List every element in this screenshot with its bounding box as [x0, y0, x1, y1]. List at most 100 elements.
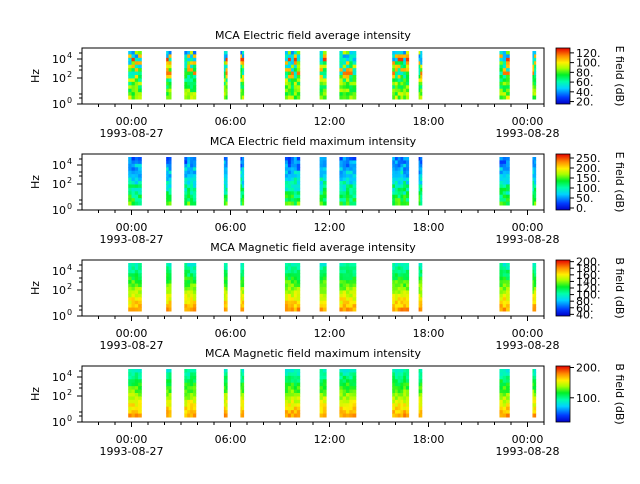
data-cell — [138, 184, 142, 189]
data-cell — [532, 191, 535, 196]
data-cell — [322, 263, 327, 267]
data-cell — [532, 184, 535, 189]
data-cell — [138, 71, 142, 76]
data-cell — [394, 386, 399, 391]
data-cell — [284, 198, 289, 203]
data-cell — [240, 280, 243, 285]
data-cell — [192, 194, 197, 199]
data-cell — [346, 61, 350, 66]
data-cell — [284, 81, 289, 86]
data-cell — [499, 201, 504, 206]
data-cell — [397, 54, 401, 59]
data-cell — [392, 263, 396, 267]
data-cell — [184, 184, 188, 189]
data-cell — [287, 181, 292, 185]
data-cell — [242, 372, 245, 377]
data-cell — [397, 300, 401, 305]
data-cell — [134, 54, 139, 59]
data-cell — [192, 410, 197, 415]
data-cell — [187, 75, 191, 79]
data-cell — [534, 269, 537, 274]
data-cell — [397, 386, 401, 391]
data-cell — [394, 95, 399, 100]
data-cell — [322, 399, 327, 404]
data-cell — [242, 198, 245, 203]
data-cell — [131, 68, 136, 73]
data-cell — [405, 57, 410, 62]
data-cell — [534, 276, 537, 281]
data-cell — [342, 88, 347, 93]
data-cell — [168, 184, 172, 189]
data-cell — [392, 64, 396, 69]
data-cell — [287, 287, 292, 291]
data-cell — [296, 386, 301, 391]
data-cell — [506, 379, 510, 384]
data-cell — [223, 184, 226, 189]
plot-frame — [81, 47, 545, 105]
data-cell — [293, 410, 298, 415]
data-cell — [187, 266, 191, 271]
colorbar-frame — [555, 47, 571, 105]
data-cell — [166, 290, 170, 295]
data-cell — [131, 61, 136, 66]
data-cell — [168, 263, 172, 267]
data-cell — [352, 269, 357, 274]
data-cell — [166, 307, 170, 312]
data-cell — [131, 92, 136, 97]
data-cell — [134, 64, 139, 69]
data-cell — [168, 369, 172, 373]
data-cell — [293, 54, 298, 59]
data-cell — [290, 396, 295, 401]
x-tick-date: 1993-08-28 — [496, 233, 560, 246]
data-cell — [506, 266, 510, 271]
x-tick-time: 06:00 — [215, 221, 247, 234]
y-tick-base: 10 — [52, 204, 66, 217]
data-cell — [349, 276, 353, 281]
data-cell — [349, 287, 353, 291]
data-cell — [293, 280, 298, 285]
data-cell — [319, 174, 324, 179]
data-cell — [397, 81, 401, 86]
data-cell — [405, 379, 410, 384]
data-cell — [284, 396, 289, 401]
data-cell — [322, 393, 327, 397]
data-cell — [223, 369, 226, 373]
data-cell — [138, 88, 142, 93]
data-cell — [502, 379, 507, 384]
data-block — [532, 369, 537, 418]
data-cell — [223, 78, 226, 83]
data-cell — [400, 276, 404, 281]
data-cell — [240, 382, 243, 387]
data-cell — [131, 283, 136, 288]
data-cell — [242, 157, 245, 161]
data-cell — [296, 170, 301, 175]
data-cell — [293, 88, 298, 93]
data-cell — [420, 372, 423, 377]
data-cell — [138, 406, 142, 411]
data-cell — [166, 78, 170, 83]
data-cell — [184, 386, 188, 391]
data-cell — [339, 177, 344, 182]
data-cell — [223, 379, 226, 384]
data-cell — [187, 276, 191, 281]
data-cell — [184, 410, 188, 415]
data-cell — [168, 68, 172, 73]
data-cell — [184, 276, 188, 281]
data-block — [339, 263, 357, 312]
data-cell — [131, 88, 136, 93]
data-cell — [499, 64, 504, 69]
data-cell — [190, 170, 194, 175]
data-cell — [394, 160, 399, 165]
data-cell — [346, 406, 350, 411]
data-cell — [342, 64, 347, 69]
data-cell — [420, 71, 423, 76]
data-cell — [405, 174, 410, 179]
data-cell — [128, 181, 132, 185]
data-cell — [319, 403, 324, 408]
data-cell — [223, 157, 226, 161]
data-cell — [405, 170, 410, 175]
data-block — [240, 51, 245, 100]
data-cell — [293, 300, 298, 305]
data-cell — [342, 375, 347, 380]
data-cell — [290, 184, 295, 189]
